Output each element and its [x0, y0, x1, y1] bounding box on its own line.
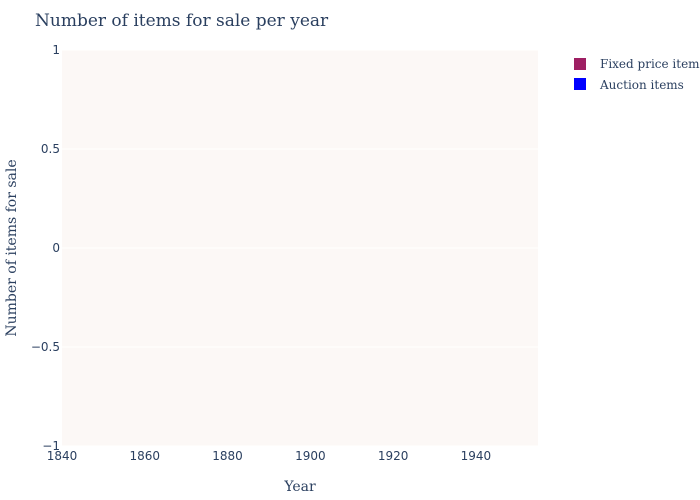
x-axis-ticks: 1840 1860 1880 1900 1920 1940: [47, 449, 491, 463]
x-tick-label: 1840: [47, 449, 78, 463]
y-tick-label: 0.5: [41, 142, 60, 156]
x-tick-label: 1900: [295, 449, 326, 463]
legend[interactable]: Fixed price items Auction items: [574, 57, 700, 92]
legend-item-fixed-price[interactable]: Fixed price items: [574, 57, 700, 71]
x-tick-label: 1920: [378, 449, 409, 463]
x-tick-label: 1940: [461, 449, 492, 463]
legend-swatch-auction: [574, 78, 586, 90]
legend-label-fixed-price: Fixed price items: [600, 57, 700, 71]
chart-title: Number of items for sale per year: [35, 11, 329, 31]
legend-label-auction: Auction items: [599, 78, 684, 92]
legend-item-auction[interactable]: Auction items: [574, 78, 684, 92]
y-tick-label: 0: [52, 241, 60, 255]
y-tick-label: −0.5: [31, 340, 60, 354]
x-axis-title: Year: [283, 479, 316, 495]
y-tick-label: −1: [42, 439, 60, 453]
y-axis-ticks: 1 0.5 0 −0.5 −1: [31, 43, 60, 453]
x-tick-label: 1860: [130, 449, 161, 463]
legend-swatch-fixed-price: [574, 58, 586, 70]
y-axis-title: Number of items for sale: [4, 159, 20, 336]
y-tick-label: 1: [52, 43, 60, 57]
x-tick-label: 1880: [212, 449, 243, 463]
grid-lines: [62, 49, 538, 447]
